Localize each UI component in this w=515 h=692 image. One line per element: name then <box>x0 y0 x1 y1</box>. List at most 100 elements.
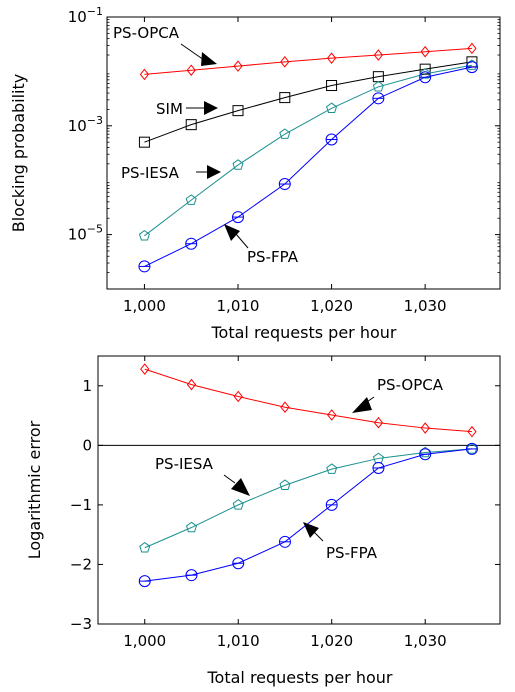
x-tick-label: 1,010 <box>217 297 260 315</box>
data-point-ps-opca <box>233 60 243 72</box>
y-tick-label: 10−5 <box>68 223 103 244</box>
annotation-sim: SIM <box>156 100 183 118</box>
x-tick-label: 1,020 <box>310 297 353 315</box>
y-tick-label: 1 <box>82 377 92 395</box>
data-point-ps-fpa <box>325 498 338 511</box>
annotation-arrow-ps-iesa <box>223 474 236 484</box>
data-point-ps-opca <box>467 42 477 55</box>
data-point-ps-fpa <box>372 92 385 105</box>
annotation-ps-opca: PS-OPCA <box>113 24 180 42</box>
x-tick-label: 1,000 <box>123 632 166 650</box>
data-point-ps-iesa <box>326 102 338 113</box>
data-point-ps-fpa <box>232 557 245 570</box>
data-point-ps-fpa <box>465 442 478 455</box>
data-point-ps-opca <box>326 52 337 64</box>
data-point-ps-opca <box>186 64 196 77</box>
x-tick-label: 1,030 <box>404 632 447 650</box>
axis-ticks: 1,000 1,010 1,020 1,030 10−5 10−3 10−1 <box>68 5 500 315</box>
axis-ticks: 1,000 1,010 1,020 1,030 −3 −2 −1 0 1 <box>70 356 500 650</box>
y-tick-label: −2 <box>70 555 92 573</box>
data-point-sim <box>232 105 244 117</box>
annotation-arrowhead-ps-opca <box>201 52 217 66</box>
data-point-ps-fpa <box>232 211 244 224</box>
data-point-ps-opca <box>139 68 150 81</box>
data-point-sim <box>185 119 197 131</box>
data-point-ps-iesa <box>138 229 150 241</box>
data-point-ps-opca <box>420 45 430 58</box>
data-point-ps-fpa <box>138 260 151 273</box>
data-point-ps-opca <box>280 56 290 68</box>
annotation-ps-opca: PS-OPCA <box>377 376 444 394</box>
y-axis-label: Blocking probability <box>9 74 28 232</box>
data-point-ps-opca <box>186 378 197 391</box>
data-point-ps-opca <box>280 401 290 414</box>
data-point-ps-opca <box>233 390 243 403</box>
annotation-arrowhead-sim <box>204 101 218 115</box>
series-lines <box>144 47 473 267</box>
annotation-arrow-ps-fpa <box>313 531 324 542</box>
data-point-ps-fpa <box>278 178 291 191</box>
data-point-ps-opca <box>140 363 150 375</box>
data-point-sim <box>419 63 431 75</box>
series-line-sim <box>144 61 473 143</box>
data-point-ps-fpa <box>278 535 291 548</box>
data-point-ps-opca <box>327 409 337 421</box>
series-line-ps-fpa <box>144 66 473 267</box>
series-markers <box>138 363 478 588</box>
annotation-arrowhead-ps-iesa <box>207 165 221 179</box>
y-tick-label: −3 <box>70 615 92 633</box>
data-point-ps-fpa <box>372 461 385 474</box>
plot-area-frame <box>97 355 501 625</box>
annotation-ps-fpa: PS-FPA <box>247 248 299 266</box>
data-point-ps-fpa <box>419 448 432 461</box>
data-point-ps-iesa <box>185 194 197 205</box>
series-lines <box>144 368 473 582</box>
annotation-arrowhead-ps-fpa <box>303 522 319 538</box>
data-point-ps-fpa <box>325 133 338 146</box>
data-point-ps-opca <box>467 425 477 438</box>
data-point-ps-iesa <box>139 541 151 553</box>
annotation-arrow-ps-fpa <box>235 233 249 249</box>
annotations: PS-OPCA PS-IESA PS-FPA <box>155 376 444 562</box>
data-point-ps-iesa <box>232 499 244 510</box>
data-point-ps-iesa <box>185 521 198 533</box>
series-line-ps-iesa <box>144 64 473 237</box>
data-point-ps-fpa <box>465 61 478 74</box>
series-line-ps-iesa <box>144 448 472 549</box>
data-point-ps-iesa <box>326 463 338 474</box>
x-tick-label: 1,000 <box>123 297 166 315</box>
series-line-ps-fpa <box>144 448 473 582</box>
data-point-sim <box>279 92 291 104</box>
data-point-ps-fpa <box>138 575 151 588</box>
y-tick-label: −1 <box>70 496 92 514</box>
data-point-ps-opca <box>373 416 384 429</box>
data-point-ps-fpa <box>419 71 432 84</box>
data-point-ps-iesa <box>372 81 384 92</box>
data-point-ps-fpa <box>185 237 198 250</box>
annotation-arrowhead-ps-fpa <box>224 224 240 241</box>
data-point-ps-iesa <box>419 68 431 79</box>
x-tick-label: 1,010 <box>217 632 260 650</box>
data-point-ps-iesa <box>279 128 291 139</box>
plot-area-frame <box>106 16 501 290</box>
x-tick-label: 1,030 <box>404 297 447 315</box>
annotation-arrow-ps-opca <box>180 43 205 61</box>
annotation-ps-iesa: PS-IESA <box>155 455 214 473</box>
x-axis-label: Total requests per hour <box>210 323 396 342</box>
data-point-ps-fpa <box>185 569 198 582</box>
data-point-ps-opca <box>373 49 383 61</box>
annotations: PS-OPCA SIM PS-IESA PS-FPA <box>113 24 299 266</box>
data-point-ps-opca <box>420 422 430 434</box>
annotation-ps-iesa: PS-IESA <box>121 164 180 182</box>
data-point-ps-iesa <box>466 443 478 454</box>
annotation-arrowhead-ps-iesa <box>231 478 250 496</box>
series-markers <box>138 42 478 273</box>
x-tick-label: 1,020 <box>310 632 353 650</box>
y-tick-label: 10−3 <box>68 114 103 135</box>
data-point-sim <box>326 80 338 92</box>
series-line-ps-opca <box>144 47 472 75</box>
annotation-ps-fpa: PS-FPA <box>326 544 378 562</box>
data-point-sim <box>138 136 150 148</box>
y-tick-label: 0 <box>82 436 92 454</box>
